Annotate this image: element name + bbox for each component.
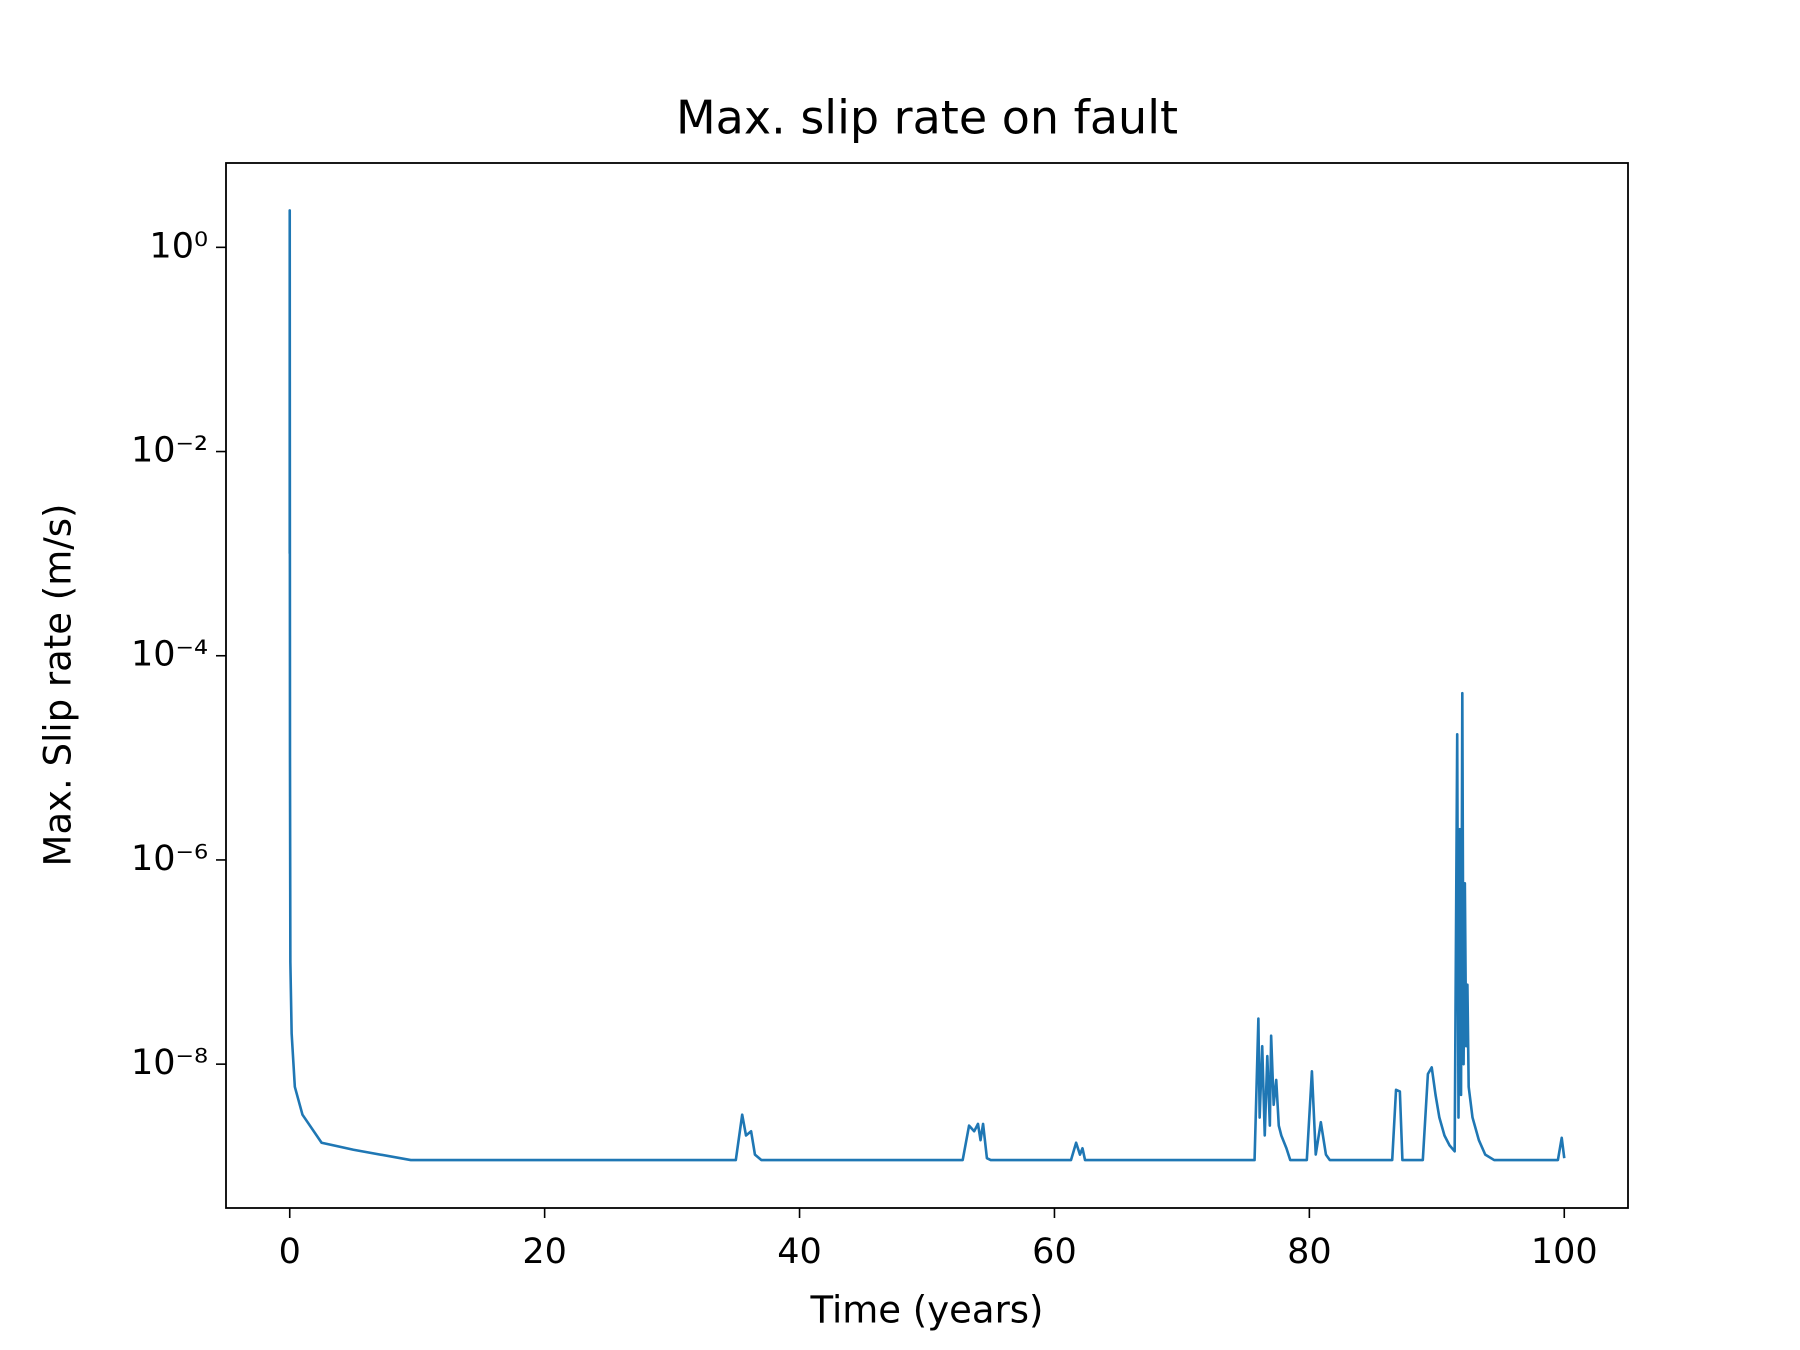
y-tick-label: 10⁻⁶ xyxy=(131,839,208,879)
chart-title: Max. slip rate on fault xyxy=(676,91,1178,145)
data-line xyxy=(288,209,1566,1162)
y-tick-label: 10⁻² xyxy=(131,431,208,471)
y-tick-label: 10⁻⁸ xyxy=(131,1043,208,1083)
x-axis-label: Time (years) xyxy=(809,1289,1043,1332)
y-tick-label: 10⁻⁴ xyxy=(131,635,208,675)
x-tick-label: 20 xyxy=(522,1232,567,1272)
x-tick-label: 40 xyxy=(777,1232,822,1272)
x-tick-label: 100 xyxy=(1531,1232,1598,1272)
x-tick-label: 0 xyxy=(279,1232,301,1272)
y-tick-label: 10⁰ xyxy=(149,226,208,266)
y-axis-label: Max. Slip rate (m/s) xyxy=(37,504,80,867)
plot-frame xyxy=(225,162,1629,1209)
x-tick-label: 60 xyxy=(1032,1232,1077,1272)
x-tick-label: 80 xyxy=(1287,1232,1332,1272)
